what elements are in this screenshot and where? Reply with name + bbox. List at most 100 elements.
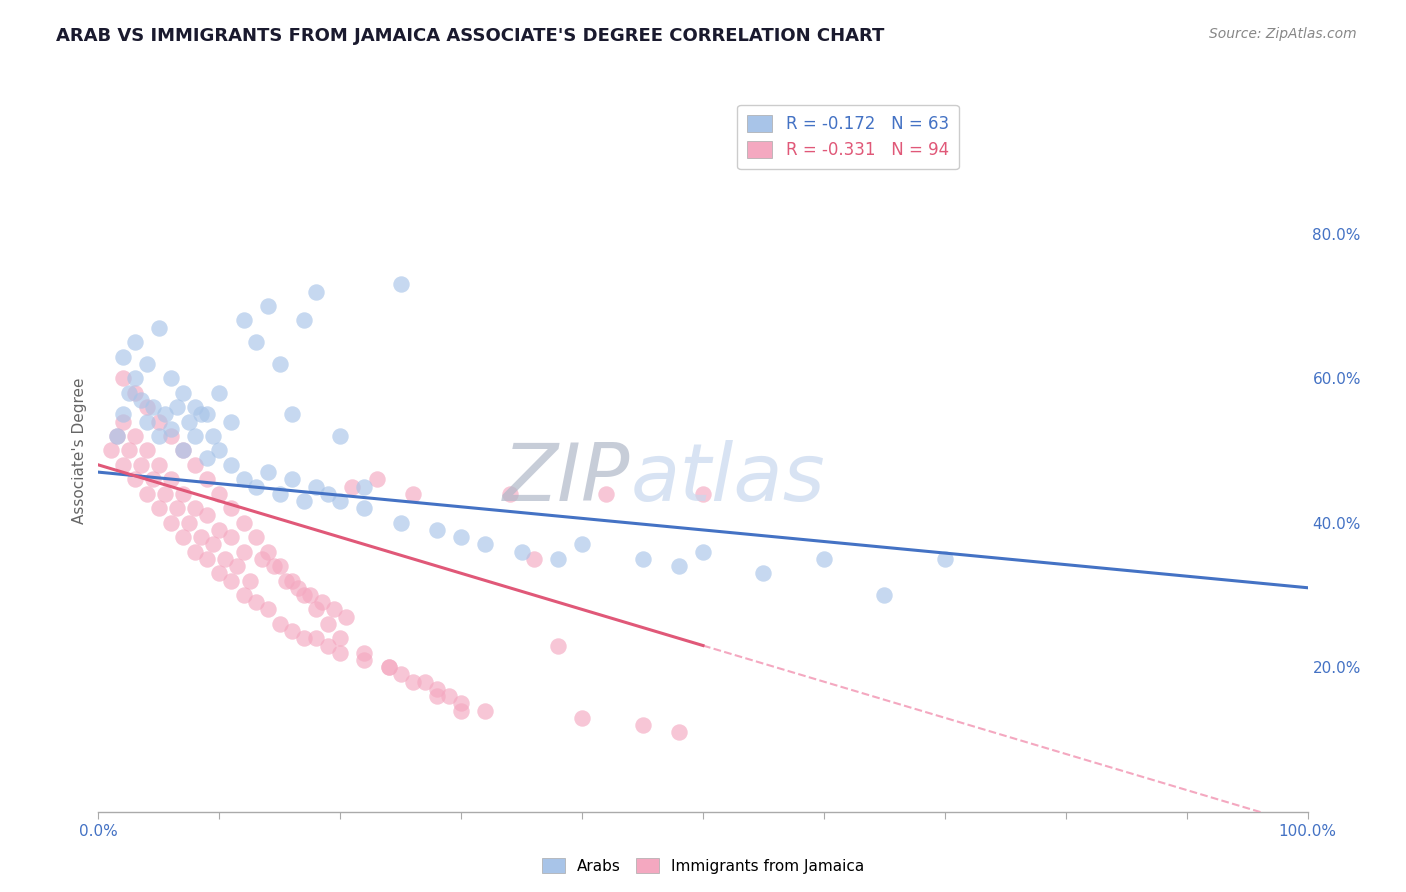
Point	[142, 400, 165, 414]
Point	[426, 681, 449, 696]
Point	[389, 516, 412, 530]
Point	[329, 494, 352, 508]
Point	[135, 487, 157, 501]
Point	[287, 581, 309, 595]
Point	[153, 407, 176, 421]
Point	[450, 696, 472, 710]
Point	[195, 407, 218, 421]
Point	[232, 313, 254, 327]
Point	[166, 400, 188, 414]
Text: atlas: atlas	[630, 441, 825, 518]
Point	[305, 285, 328, 299]
Point	[450, 530, 472, 544]
Point	[172, 530, 194, 544]
Point	[426, 689, 449, 703]
Point	[124, 385, 146, 400]
Point	[226, 559, 249, 574]
Point	[329, 632, 352, 646]
Point	[245, 595, 267, 609]
Point	[208, 523, 231, 537]
Point	[269, 616, 291, 631]
Point	[184, 400, 207, 414]
Point	[195, 472, 218, 486]
Point	[389, 277, 412, 292]
Point	[595, 487, 617, 501]
Point	[305, 632, 328, 646]
Point	[172, 385, 194, 400]
Point	[160, 516, 183, 530]
Point	[305, 602, 328, 616]
Point	[221, 574, 243, 588]
Point	[245, 530, 267, 544]
Point	[281, 472, 304, 486]
Point	[184, 458, 207, 472]
Point	[111, 350, 134, 364]
Point	[269, 559, 291, 574]
Point	[402, 674, 425, 689]
Point	[135, 357, 157, 371]
Point	[281, 574, 304, 588]
Point	[311, 595, 333, 609]
Point	[305, 480, 328, 494]
Point	[292, 313, 315, 327]
Point	[232, 516, 254, 530]
Point	[118, 443, 141, 458]
Point	[245, 480, 267, 494]
Point	[221, 501, 243, 516]
Point	[111, 371, 134, 385]
Point	[148, 458, 170, 472]
Legend: R = -0.172   N = 63, R = -0.331   N = 94: R = -0.172 N = 63, R = -0.331 N = 94	[737, 104, 959, 169]
Point	[692, 544, 714, 558]
Point	[105, 429, 128, 443]
Point	[668, 559, 690, 574]
Point	[269, 487, 291, 501]
Point	[353, 653, 375, 667]
Point	[323, 602, 346, 616]
Point	[269, 357, 291, 371]
Point	[245, 334, 267, 349]
Text: Source: ZipAtlas.com: Source: ZipAtlas.com	[1209, 27, 1357, 41]
Point	[256, 602, 278, 616]
Point	[172, 487, 194, 501]
Point	[256, 544, 278, 558]
Point	[208, 385, 231, 400]
Point	[377, 660, 399, 674]
Point	[474, 704, 496, 718]
Point	[153, 487, 176, 501]
Point	[353, 480, 375, 494]
Point	[214, 551, 236, 566]
Point	[166, 501, 188, 516]
Point	[232, 588, 254, 602]
Legend: Arabs, Immigrants from Jamaica: Arabs, Immigrants from Jamaica	[536, 852, 870, 880]
Point	[353, 501, 375, 516]
Point	[129, 458, 152, 472]
Point	[239, 574, 262, 588]
Point	[221, 415, 243, 429]
Point	[752, 566, 775, 581]
Point	[124, 472, 146, 486]
Text: ARAB VS IMMIGRANTS FROM JAMAICA ASSOCIATE'S DEGREE CORRELATION CHART: ARAB VS IMMIGRANTS FROM JAMAICA ASSOCIAT…	[56, 27, 884, 45]
Point	[172, 443, 194, 458]
Point	[148, 501, 170, 516]
Point	[124, 371, 146, 385]
Point	[111, 415, 134, 429]
Point	[377, 660, 399, 674]
Point	[523, 551, 546, 566]
Point	[437, 689, 460, 703]
Point	[124, 429, 146, 443]
Point	[366, 472, 388, 486]
Point	[172, 443, 194, 458]
Point	[426, 523, 449, 537]
Point	[281, 624, 304, 639]
Point	[190, 407, 212, 421]
Point	[329, 646, 352, 660]
Point	[184, 544, 207, 558]
Point	[100, 443, 122, 458]
Point	[202, 429, 225, 443]
Point	[148, 320, 170, 334]
Point	[135, 400, 157, 414]
Point	[105, 429, 128, 443]
Point	[232, 544, 254, 558]
Point	[692, 487, 714, 501]
Point	[184, 501, 207, 516]
